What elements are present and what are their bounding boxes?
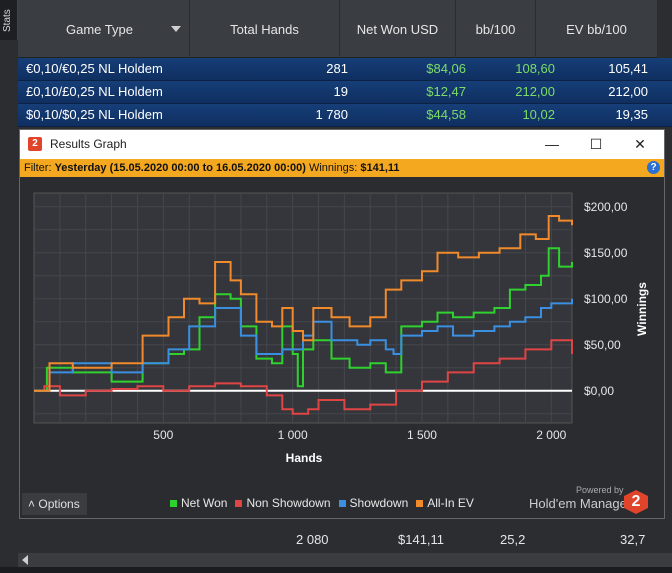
cell-hands: 1 780 — [315, 107, 348, 122]
hm2-logo: 2 — [624, 490, 648, 514]
legend-item[interactable]: All-In EV — [416, 496, 474, 510]
x-tick-label: 1 500 — [407, 428, 437, 442]
column-total-hands-label: Total Hands — [230, 21, 299, 37]
column-net-won-label: Net Won USD — [356, 21, 439, 37]
column-game-type-label: Game Type — [66, 21, 133, 37]
table-row[interactable]: $0,10/$0,25 NL Holdem 1 780 $44,58 10,02… — [18, 104, 672, 127]
legend-item[interactable]: Non Showdown — [235, 496, 331, 510]
close-button[interactable]: ✕ — [634, 136, 646, 152]
column-bb100[interactable]: bb/100 — [456, 0, 536, 58]
column-ev-bb100[interactable]: EV bb/100 — [536, 0, 658, 58]
table-header: Game Type Total Hands Net Won USD bb/100… — [18, 0, 672, 58]
cell-net-won: $84,06 — [426, 61, 466, 76]
series-line-showdown — [34, 298, 573, 392]
cell-net-won: $12,47 — [426, 84, 466, 99]
total-bb100: 25,2 — [500, 532, 526, 547]
legend-swatch — [235, 500, 243, 508]
winnings-value: $141,11 — [360, 162, 400, 174]
legend-item[interactable]: Showdown — [338, 496, 409, 510]
results-graph-window: 2 Results Graph — ☐ ✕ Filter: Yesterday … — [19, 129, 665, 519]
cell-hands: 281 — [326, 61, 348, 76]
cell-bb100: 212,00 — [515, 84, 555, 99]
options-button[interactable]: ˄ Options — [22, 493, 87, 515]
cell-bb100: 108,60 — [515, 61, 555, 76]
legend-label: Net Won — [181, 496, 228, 510]
bottom-edge — [0, 567, 672, 573]
horizontal-scrollbar[interactable] — [18, 553, 672, 567]
cell-bb100: 10,02 — [522, 107, 555, 122]
legend-swatch — [416, 500, 424, 508]
legend-item[interactable]: Net Won — [170, 496, 227, 510]
stats-side-tab[interactable]: Stats — [0, 0, 18, 40]
column-game-type[interactable]: Game Type — [18, 0, 190, 58]
cell-game: $0,10/$0,25 NL Holdem — [26, 107, 163, 122]
x-tick-label: 1 000 — [278, 428, 308, 442]
cell-ev-bb100: 19,35 — [615, 107, 648, 122]
cell-ev-bb100: 212,00 — [608, 84, 648, 99]
y-tick-label: $0,00 — [584, 384, 614, 398]
column-ev-bb100-label: EV bb/100 — [566, 21, 627, 37]
y-tick-label: $150,00 — [584, 246, 628, 260]
total-net-won: $141,11 — [398, 532, 445, 547]
window-title: Results Graph — [50, 137, 127, 151]
x-tick-label: 500 — [153, 428, 173, 442]
column-bb100-label: bb/100 — [475, 21, 516, 37]
table-row[interactable]: £0,10/£0,25 NL Holdem 19 $12,47 212,00 2… — [18, 81, 672, 104]
column-total-hands[interactable]: Total Hands — [190, 0, 340, 58]
chevron-up-icon: ˄ — [28, 497, 36, 511]
cell-hands: 19 — [333, 84, 348, 99]
y-tick-label: $200,00 — [584, 200, 628, 214]
total-ev-bb100: 32,7 — [620, 532, 646, 547]
scroll-left-icon[interactable] — [22, 555, 28, 565]
totals-row: 2 080 $141,11 25,2 32,7 — [18, 529, 672, 551]
table-row[interactable]: €0,10/€0,25 NL Holdem 281 $84,06 108,60 … — [18, 58, 672, 81]
brand-name: Hold'em Manager — [529, 496, 632, 511]
chevron-down-icon[interactable] — [171, 26, 181, 32]
column-net-won[interactable]: Net Won USD — [340, 0, 456, 58]
legend-swatch — [170, 500, 177, 508]
legend-label: All-In EV — [427, 496, 474, 510]
cell-ev-bb100: 105,41 — [608, 61, 648, 76]
minimize-button[interactable]: — — [545, 136, 559, 152]
total-hands: 2 080 — [296, 532, 329, 547]
y-tick-label: $50,00 — [584, 338, 621, 352]
winnings-label: Winnings: — [308, 162, 358, 174]
filter-bar: Filter: Yesterday (15.05.2020 00:00 to 1… — [20, 159, 664, 177]
cell-game: €0,10/€0,25 NL Holdem — [26, 61, 163, 76]
filter-value: Yesterday (15.05.2020 00:00 to 16.05.202… — [54, 162, 306, 174]
maximize-button[interactable]: ☐ — [589, 136, 603, 152]
series-line-allin_ev — [34, 215, 573, 392]
stats-tab-label: Stats — [2, 9, 13, 32]
y-tick-label: $100,00 — [584, 292, 628, 306]
powered-by: Powered by — [576, 485, 624, 495]
chart-legend: Net Won Non Showdown Showdown All-In EV — [170, 496, 482, 510]
hm2-app-icon: 2 — [28, 137, 42, 151]
results-chart: 500 1 000 1 500 2 000 $0,00 $50,00 $100,00 $150… — [33, 192, 649, 465]
series-line-net_won — [34, 247, 573, 392]
header-scroll-strip — [658, 0, 672, 58]
legend-label: Non Showdown — [246, 496, 331, 510]
help-icon[interactable]: ? — [647, 161, 660, 174]
window-titlebar[interactable]: 2 Results Graph — ☐ ✕ — [20, 130, 664, 159]
options-label: Options — [38, 497, 80, 511]
table-body: €0,10/€0,25 NL Holdem 281 $84,06 108,60 … — [18, 58, 672, 127]
x-tick-label: 2 000 — [536, 428, 566, 442]
cell-net-won: $44,58 — [426, 107, 466, 122]
legend-label: Showdown — [349, 496, 409, 510]
y-axis-label: Winnings — [635, 282, 649, 336]
filter-prefix: Filter: — [24, 162, 52, 174]
legend-swatch — [338, 500, 346, 508]
x-axis-label: Hands — [286, 451, 323, 465]
series-line-non_showdown — [34, 339, 573, 415]
cell-game: £0,10/£0,25 NL Holdem — [26, 84, 163, 99]
